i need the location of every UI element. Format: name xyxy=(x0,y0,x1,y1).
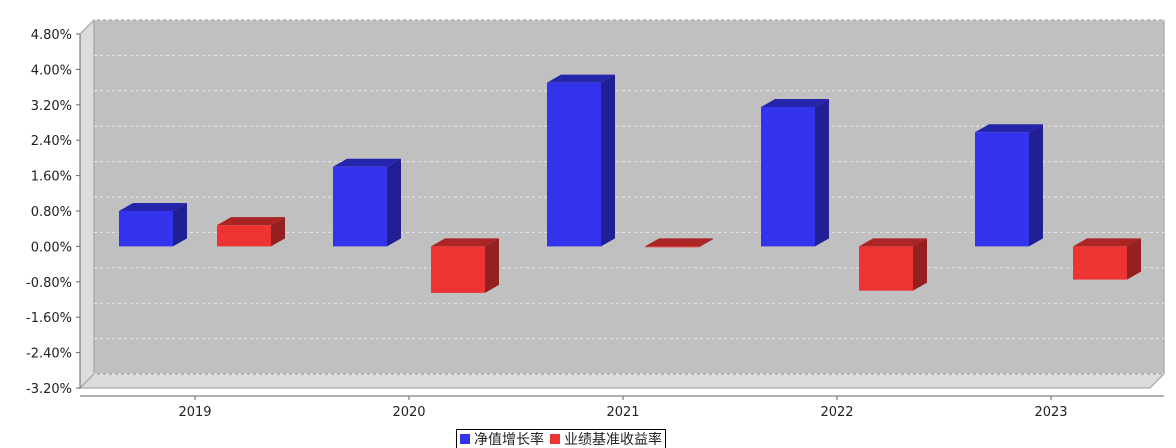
bar-side-face xyxy=(1029,124,1043,247)
legend-label-net-value: 净值增长率 xyxy=(474,432,544,448)
x-tick-label: 2021 xyxy=(606,405,639,420)
y-tick-label: 3.20% xyxy=(31,99,72,114)
bar-front-face xyxy=(333,166,387,247)
bar-side-face xyxy=(485,238,499,293)
y-tick-label: -1.60% xyxy=(26,311,72,326)
bar-top-face xyxy=(119,203,187,211)
y-tick-label: 0.80% xyxy=(31,205,72,220)
bar-top-face xyxy=(1073,238,1141,247)
bar-2020-series-1 xyxy=(333,158,401,247)
bar-top-face xyxy=(431,238,499,247)
bar-side-face xyxy=(815,99,829,247)
x-tick-label: 2019 xyxy=(178,405,211,420)
bar-front-face xyxy=(975,132,1029,247)
x-tick-label: 2022 xyxy=(820,405,853,420)
y-tick-label: -3.20% xyxy=(26,382,72,397)
y-tick-label: -0.80% xyxy=(26,276,72,291)
bar-top-face xyxy=(975,124,1043,133)
legend-swatch-net-value xyxy=(460,434,470,444)
y-tick-label: 4.00% xyxy=(31,63,72,78)
y-tick-label: -2.40% xyxy=(26,347,72,362)
bar-top-face xyxy=(547,74,615,83)
bar-front-face xyxy=(119,211,173,247)
legend-swatch-benchmark xyxy=(550,434,560,444)
bar-2019-series-2 xyxy=(217,217,285,247)
bar-top-face xyxy=(761,99,829,108)
legend: 净值增长率 业绩基准收益率 xyxy=(456,429,666,448)
legend-label-benchmark: 业绩基准收益率 xyxy=(564,432,662,448)
bar-side-face xyxy=(271,217,285,247)
bar-side-face xyxy=(601,74,615,247)
bar-2023-series-1 xyxy=(975,124,1043,247)
bar-2022-series-2 xyxy=(859,238,927,291)
bar-top-face xyxy=(859,238,927,247)
bar-side-face xyxy=(1127,238,1141,280)
bar-front-face xyxy=(217,225,271,247)
bar-front-face xyxy=(645,246,699,248)
bar-side-face xyxy=(913,238,927,291)
bar-2021-series-2 xyxy=(645,238,713,248)
bar-side-face xyxy=(699,238,713,248)
y-tick-label: 4.80% xyxy=(31,28,72,43)
bar-2023-series-2 xyxy=(1073,238,1141,280)
legend-item-net-value: 净值增长率 xyxy=(460,429,544,448)
bar-2020-series-2 xyxy=(431,238,499,293)
bar-top-face xyxy=(645,238,713,247)
bar-front-face xyxy=(547,82,601,247)
bar-front-face xyxy=(859,246,913,291)
bar-front-face xyxy=(431,246,485,293)
legend-item-benchmark: 业绩基准收益率 xyxy=(550,429,662,448)
bar-front-face xyxy=(761,107,815,247)
x-tick-label: 2020 xyxy=(392,405,425,420)
bar-top-face xyxy=(333,158,401,167)
bar-front-face xyxy=(1073,246,1127,280)
y-tick-label: 1.60% xyxy=(31,170,72,185)
bar-side-face xyxy=(173,203,187,247)
bar-top-face xyxy=(217,217,285,226)
y-tick-label: 2.40% xyxy=(31,134,72,149)
bar-side-face xyxy=(387,158,401,247)
x-tick-label: 2023 xyxy=(1034,405,1067,420)
y-tick-label: 0.00% xyxy=(31,240,72,255)
left-wall xyxy=(79,18,95,390)
bar-2019-series-1 xyxy=(119,203,187,247)
bar-2021-series-1 xyxy=(547,74,615,247)
floor xyxy=(78,373,1166,389)
bar-2022-series-1 xyxy=(761,99,829,247)
